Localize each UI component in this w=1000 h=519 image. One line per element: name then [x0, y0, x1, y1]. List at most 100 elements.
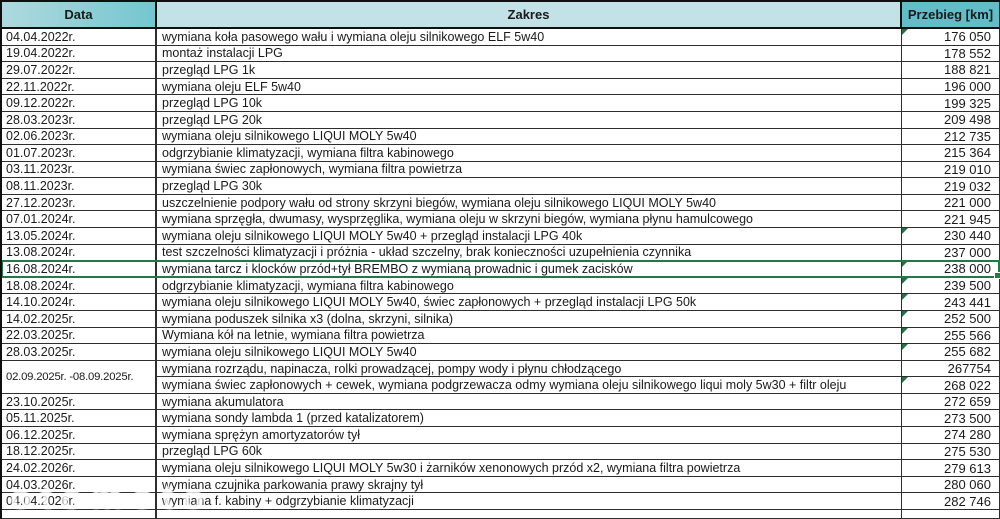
table-cell-scope[interactable]: Wymiana kół na letnie, wymiana filtra po… [157, 327, 902, 345]
table-cell-mileage[interactable]: 274 280 [902, 427, 1000, 444]
table-cell-mileage[interactable]: 221 945 [902, 211, 1000, 229]
table-cell-scope[interactable]: wymiana świec zapłonowych + cewek, wymia… [157, 377, 902, 394]
table-cell-mileage[interactable]: 178 552 [902, 45, 1000, 63]
table-cell-scope[interactable]: wymiana f. kabiny + odgrzybianie klimaty… [157, 493, 902, 510]
table-cell-mileage[interactable]: 272 659 [902, 393, 1000, 411]
table-cell-date[interactable]: 13.05.2024r. [2, 228, 157, 245]
table-cell-mileage[interactable]: 230 440 [902, 228, 1000, 245]
table-cell-mileage[interactable]: 176 050 [902, 29, 1000, 46]
empty-cell[interactable] [157, 509, 902, 519]
number-stored-as-text-indicator-icon [902, 228, 908, 235]
table-cell-date[interactable]: 01.07.2023r. [2, 145, 157, 162]
table-cell-mileage[interactable]: 188 821 [902, 62, 1000, 79]
table-cell-mileage[interactable]: 238 000 [902, 261, 1000, 278]
table-cell-date[interactable]: 04.03.2026r. [2, 476, 157, 494]
table-cell-scope[interactable]: wymiana koła pasowego wału i wymiana ole… [157, 29, 902, 46]
empty-cell[interactable] [2, 509, 157, 519]
table-cell-mileage[interactable]: 237 000 [902, 244, 1000, 262]
table-cell-scope[interactable]: wymiana oleju silnikowego LIQUI MOLY 5w4… [157, 228, 902, 245]
table-cell-mileage[interactable]: 199 325 [902, 95, 1000, 112]
table-cell-scope[interactable]: przegląd LPG 20k [157, 111, 902, 129]
table-cell-scope[interactable]: wymiana sprężyn amortyzatorów tył [157, 427, 902, 444]
table-cell-date[interactable]: 06.12.2025r. [2, 427, 157, 444]
table-cell-date[interactable]: 22.11.2022r. [2, 78, 157, 96]
table-cell-date[interactable]: 19.04.2022r. [2, 45, 157, 63]
table-cell-date[interactable]: 09.12.2022r. [2, 95, 157, 112]
table-cell-date[interactable]: 24.02.2026r. [2, 460, 157, 477]
table-cell-scope[interactable]: wymiana oleju silnikowego LIQUI MOLY 5w4… [157, 344, 902, 361]
number-stored-as-text-indicator-icon [902, 327, 908, 334]
table-cell-scope[interactable]: wymiana rozrządu, napinacza, rolki prowa… [157, 360, 902, 378]
table-cell-mileage[interactable]: 212 735 [902, 128, 1000, 146]
table-cell-date[interactable]: 02.06.2023r. [2, 128, 157, 146]
table-cell-mileage[interactable]: 275 530 [902, 443, 1000, 461]
table-cell-scope[interactable]: odgrzybianie klimatyzacji, wymiana filtr… [157, 277, 902, 295]
table-cell-date[interactable]: 23.10.2025r. [2, 393, 157, 411]
table-cell-date[interactable]: 04.04.2026r. [2, 493, 157, 510]
number-stored-as-text-indicator-icon [902, 29, 908, 35]
column-header-scope[interactable]: Zakres [157, 2, 902, 29]
table-cell-scope[interactable]: wymiana oleju silnikowego LIQUI MOLY 5w4… [157, 128, 902, 146]
table-cell-date[interactable]: 08.11.2023r. [2, 178, 157, 195]
table-cell-date[interactable]: 04.04.2022r. [2, 29, 157, 46]
number-stored-as-text-indicator-icon [902, 261, 908, 268]
table-cell-mileage[interactable]: 282 746 [902, 493, 1000, 510]
table-cell-date[interactable]: 07.01.2024r. [2, 211, 157, 229]
table-cell-scope[interactable]: uszczelnienie podpory wału od strony skr… [157, 194, 902, 212]
table-cell-scope[interactable]: wymiana oleju ELF 5w40 [157, 78, 902, 96]
table-cell-scope[interactable]: wymiana tarcz i klocków przód+tył BREMBO… [157, 261, 902, 278]
column-header-date[interactable]: Data [2, 2, 157, 29]
table-cell-date[interactable]: 02.09.2025r. -08.09.2025r. [2, 360, 157, 394]
table-cell-date[interactable]: 18.12.2025r. [2, 443, 157, 461]
table-cell-date[interactable]: 18.08.2024r. [2, 277, 157, 295]
table-cell-mileage[interactable]: 267754 [902, 360, 1000, 378]
number-stored-as-text-indicator-icon [902, 310, 908, 317]
table-cell-mileage[interactable]: 255 682 [902, 344, 1000, 361]
table-cell-date[interactable]: 13.08.2024r. [2, 244, 157, 262]
table-cell-date[interactable]: 22.03.2025r. [2, 327, 157, 345]
table-cell-mileage[interactable]: 273 500 [902, 410, 1000, 428]
table-cell-scope[interactable]: przegląd LPG 1k [157, 62, 902, 79]
table-cell-scope[interactable]: wymiana świec zapłonowych, wymiana filtr… [157, 161, 902, 179]
table-cell-scope[interactable]: wymiana poduszek silnika x3 (dolna, skrz… [157, 310, 902, 328]
empty-cell[interactable] [902, 509, 1000, 519]
table-cell-date[interactable]: 28.03.2025r. [2, 344, 157, 361]
table-cell-date[interactable]: 05.11.2025r. [2, 410, 157, 428]
column-header-mileage[interactable]: Przebieg [km] [902, 2, 1000, 29]
table-cell-scope[interactable]: wymiana sondy lambda 1 (przed katalizato… [157, 410, 902, 428]
table-cell-mileage[interactable]: 280 060 [902, 476, 1000, 494]
table-cell-date[interactable]: 28.03.2023r. [2, 111, 157, 129]
number-stored-as-text-indicator-icon [902, 277, 908, 284]
table-cell-date[interactable]: 14.02.2025r. [2, 310, 157, 328]
table-cell-date[interactable]: 16.08.2024r. [2, 261, 157, 278]
table-cell-mileage[interactable]: 209 498 [902, 111, 1000, 129]
table-cell-scope[interactable]: test szczelności klimatyzacji i próżnia … [157, 244, 902, 262]
table-cell-scope[interactable]: przegląd LPG 30k [157, 178, 902, 195]
table-cell-mileage[interactable]: 219 010 [902, 161, 1000, 179]
table-cell-mileage[interactable]: 243 441 [902, 294, 1000, 311]
table-cell-mileage[interactable]: 219 032 [902, 178, 1000, 195]
table-cell-date[interactable]: 14.10.2024r. [2, 294, 157, 311]
table-cell-mileage[interactable]: 279 613 [902, 460, 1000, 477]
table-cell-date[interactable]: 03.11.2023r. [2, 161, 157, 179]
table-cell-scope[interactable]: wymiana akumulatora [157, 393, 902, 411]
number-stored-as-text-indicator-icon [902, 294, 908, 301]
table-cell-scope[interactable]: wymiana oleju silnikowego LIQUI MOLY 5w3… [157, 460, 902, 477]
table-cell-mileage[interactable]: 268 022 [902, 377, 1000, 394]
table-cell-mileage[interactable]: 215 364 [902, 145, 1000, 162]
table-cell-mileage[interactable]: 196 000 [902, 78, 1000, 96]
table-cell-mileage[interactable]: 221 000 [902, 194, 1000, 212]
table-cell-scope[interactable]: przegląd LPG 10k [157, 95, 902, 112]
table-cell-scope[interactable]: wymiana oleju silnikowego LIQUI MOLY 5w4… [157, 294, 902, 311]
table-cell-date[interactable]: 29.07.2022r. [2, 62, 157, 79]
table-cell-scope[interactable]: wymiana czujnika parkowania prawy skrajn… [157, 476, 902, 494]
table-cell-scope[interactable]: przegląd LPG 60k [157, 443, 902, 461]
table-cell-mileage[interactable]: 239 500 [902, 277, 1000, 295]
table-cell-scope[interactable]: odgrzybianie klimatyzacji, wymiana filtr… [157, 145, 902, 162]
table-cell-mileage[interactable]: 252 500 [902, 310, 1000, 328]
table-cell-mileage[interactable]: 255 566 [902, 327, 1000, 345]
table-cell-date[interactable]: 27.12.2023r. [2, 194, 157, 212]
table-cell-scope[interactable]: wymiana sprzęgła, dwumasy, wysprzęglika,… [157, 211, 902, 229]
table-cell-scope[interactable]: montaż instalacji LPG [157, 45, 902, 63]
